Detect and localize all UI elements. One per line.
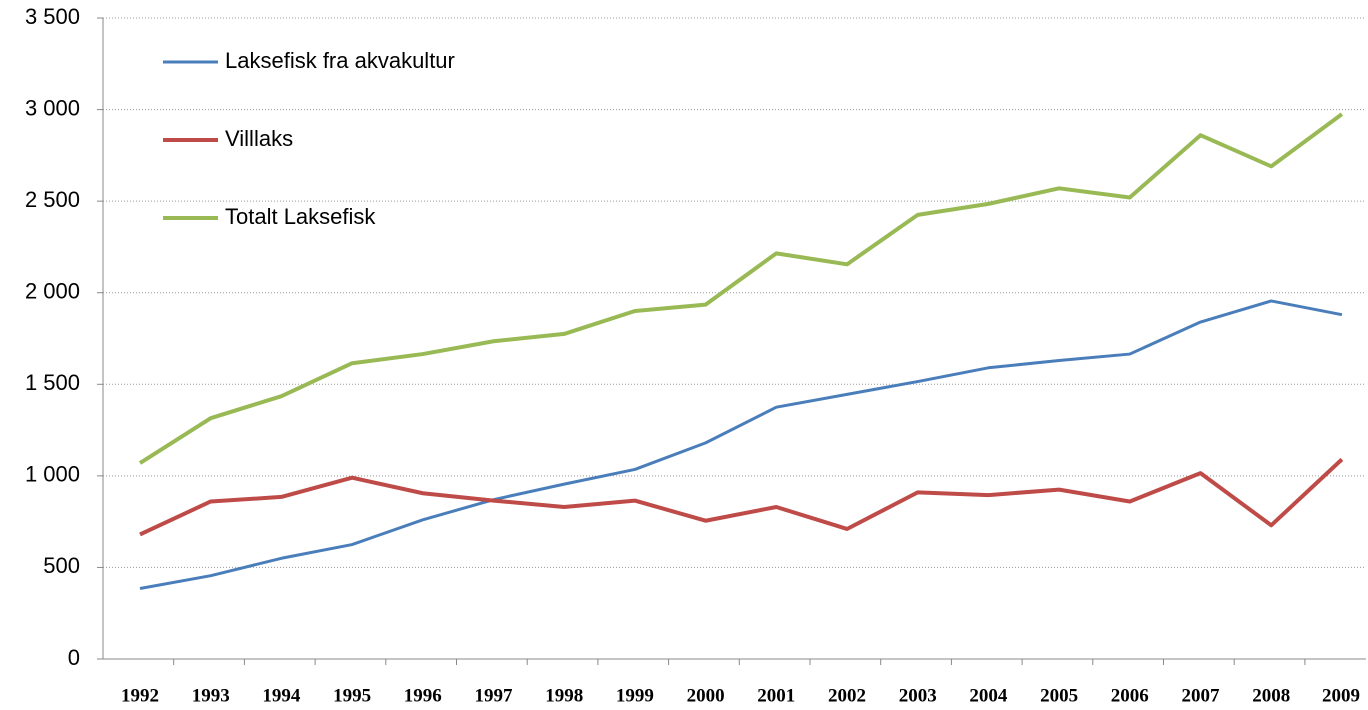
x-tick-label: 1999	[616, 685, 654, 706]
x-tick-label: 2000	[687, 685, 725, 706]
legend-label: Totalt Laksefisk	[225, 204, 376, 229]
y-tick-label: 1 000	[25, 462, 80, 487]
x-tick-label: 2006	[1111, 685, 1149, 706]
line-series	[139, 299, 1343, 590]
x-tick-label: 1998	[545, 685, 583, 706]
x-tick-label: 2008	[1252, 685, 1290, 706]
x-tick-label: 2002	[828, 685, 866, 706]
y-tick-label: 0	[68, 645, 80, 670]
y-tick-label: 3 500	[25, 4, 80, 29]
x-tick-label: 1992	[121, 685, 159, 706]
x-tick-label: 2005	[1040, 685, 1078, 706]
y-tick-label: 1 500	[25, 370, 80, 395]
line-series	[138, 112, 1344, 465]
x-tick-label: 1994	[262, 685, 301, 706]
x-tick-label: 2001	[757, 685, 795, 706]
y-tick-label: 2 500	[25, 187, 80, 212]
legend-label: Laksefisk fra akvakultur	[225, 48, 455, 73]
line-series	[139, 457, 1344, 537]
y-tick-label: 3 000	[25, 95, 80, 120]
x-tick-label: 1996	[404, 685, 442, 706]
y-tick-label: 2 000	[25, 279, 80, 304]
x-tick-label: 1997	[475, 685, 514, 706]
legend-label: Villlaks	[225, 126, 293, 151]
y-tick-label: 500	[43, 553, 80, 578]
x-tick-label: 2004	[969, 685, 1008, 706]
x-tick-label: 2007	[1182, 685, 1221, 706]
x-tick-label: 2009	[1322, 685, 1360, 706]
x-tick-label: 1995	[333, 685, 371, 706]
x-tick-label: 1993	[192, 685, 230, 706]
x-tick-label: 2003	[899, 685, 937, 706]
